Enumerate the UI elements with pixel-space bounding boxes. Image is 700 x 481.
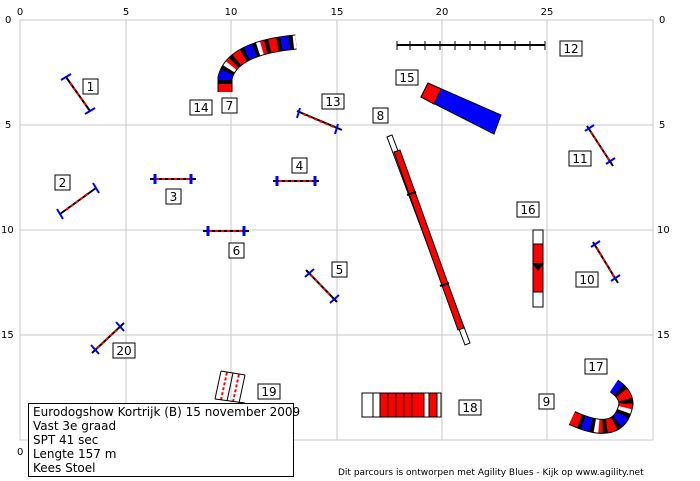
- label-9: 9: [538, 393, 555, 410]
- hurdle-3: [150, 174, 196, 184]
- label-5: 5: [331, 261, 348, 278]
- top-tick-0: 0: [17, 7, 23, 18]
- svg-text:12: 12: [563, 42, 578, 56]
- svg-text:14: 14: [193, 101, 208, 115]
- svg-text:18: 18: [462, 401, 477, 415]
- label-13: 13: [321, 93, 345, 110]
- svg-text:13: 13: [325, 95, 340, 109]
- right-tick-15: 15: [657, 330, 670, 341]
- label-18: 18: [458, 399, 482, 416]
- label-7: 7: [221, 97, 238, 114]
- label-14: 14: [189, 99, 213, 116]
- top-tick-10: 10: [225, 7, 238, 18]
- hurdle-4: [273, 176, 319, 186]
- standard-course-time: SPT 41 sec: [33, 433, 99, 447]
- tunnel-9: [568, 379, 634, 434]
- label-10: 10: [575, 271, 599, 288]
- hurdle-20: [90, 321, 125, 355]
- svg-text:1: 1: [87, 80, 95, 94]
- label-16: 16: [516, 201, 540, 218]
- chute-15: [420, 82, 502, 135]
- right-tick-10: 10: [657, 225, 670, 236]
- hurdle-2: [56, 182, 100, 220]
- svg-text:19: 19: [261, 385, 276, 399]
- svg-text:9: 9: [543, 395, 551, 409]
- weave-poles-12: [396, 41, 546, 50]
- label-3: 3: [165, 188, 182, 205]
- course-length: Lengte 157 m: [33, 447, 117, 461]
- hurdle-11: [584, 124, 616, 167]
- label-6: 6: [228, 242, 245, 259]
- axis-labels: 0 5 10 15 20 25 0 5 10 15 0 5 10 15 0: [1, 7, 670, 458]
- hurdle-6: [203, 226, 249, 236]
- label-20: 20: [112, 342, 136, 359]
- svg-text:3: 3: [170, 190, 178, 204]
- svg-text:8: 8: [377, 109, 385, 123]
- svg-text:10: 10: [579, 273, 594, 287]
- obstacle-labels: 1 2 3 4 5 6 7 8 9 10 11 12 13 14 15 16 1…: [54, 40, 608, 416]
- seesaw-16: [532, 229, 544, 308]
- hurdle-19: [214, 370, 246, 404]
- left-tick-5: 5: [5, 120, 11, 131]
- bottom-tick-0: 0: [17, 447, 23, 458]
- top-tick-5: 5: [123, 7, 129, 18]
- label-19: 19: [257, 383, 281, 400]
- judge-name: Kees Stoel: [33, 461, 96, 475]
- course-info-box: Eurodogshow Kortrijk (B) 15 november 200…: [28, 403, 301, 477]
- label-11: 11: [568, 150, 592, 167]
- label-8: 8: [372, 107, 389, 124]
- top-tick-25: 25: [541, 7, 554, 18]
- top-tick-15: 15: [331, 7, 344, 18]
- svg-text:15: 15: [399, 71, 414, 85]
- right-tick-0: 0: [659, 15, 665, 26]
- svg-text:5: 5: [336, 263, 344, 277]
- hurdle-1: [60, 73, 96, 115]
- svg-text:4: 4: [296, 159, 304, 173]
- right-tick-5: 5: [659, 120, 665, 131]
- hurdle-5: [304, 268, 340, 304]
- svg-text:11: 11: [572, 152, 587, 166]
- svg-text:20: 20: [116, 344, 131, 358]
- top-tick-20: 20: [436, 7, 449, 18]
- hurdle-10: [590, 240, 621, 284]
- label-17: 17: [584, 358, 608, 375]
- course-class: Vast 3e graad: [33, 419, 117, 433]
- tunnel-18: [361, 392, 442, 418]
- label-15: 15: [395, 69, 419, 86]
- left-tick-15: 15: [1, 330, 14, 341]
- tunnel-7: [217, 34, 297, 92]
- label-2: 2: [54, 174, 71, 191]
- svg-text:7: 7: [226, 99, 234, 113]
- event-title: Eurodogshow Kortrijk (B) 15 november 200…: [33, 405, 301, 419]
- svg-text:6: 6: [233, 244, 241, 258]
- svg-text:17: 17: [588, 360, 603, 374]
- designer-credit: Dit parcours is ontworpen met Agility Bl…: [338, 468, 644, 478]
- left-tick-10: 10: [1, 225, 14, 236]
- svg-text:2: 2: [59, 176, 67, 190]
- label-4: 4: [291, 157, 308, 174]
- left-tick-0: 0: [5, 15, 11, 26]
- svg-text:16: 16: [520, 203, 535, 217]
- hurdle-13: [296, 107, 343, 135]
- label-12: 12: [559, 40, 583, 57]
- grid: [19, 19, 654, 441]
- label-1: 1: [82, 78, 99, 95]
- dogwalk-8: [386, 134, 471, 346]
